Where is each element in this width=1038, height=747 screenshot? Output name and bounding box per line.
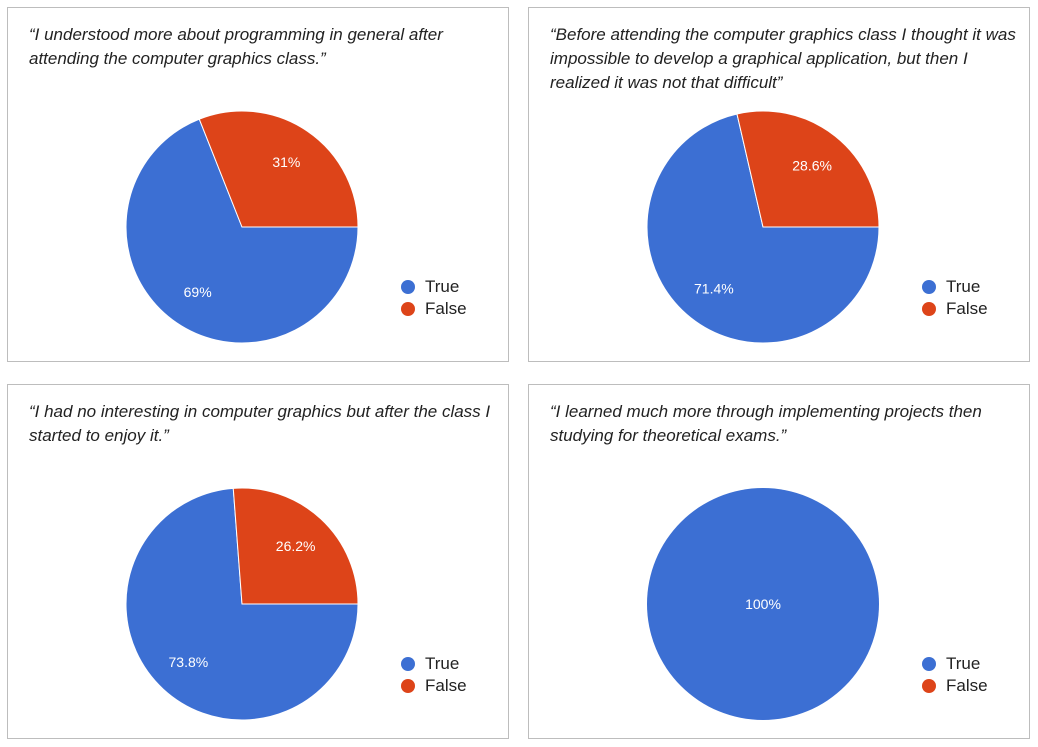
slice-label-true: 71.4% [694,281,734,297]
legend: True False [401,653,467,697]
legend-label: False [946,299,988,318]
chart-title: “Before attending the computer graphics … [550,25,1016,92]
slice-label-false: 26.2% [276,538,316,554]
legend-dot-icon [922,657,936,671]
pie-chart-panel: “I had no interesting in computer graphi… [7,384,509,739]
pie-svg: 73.8% 26.2% [125,487,359,721]
pie-svg: 100% [647,488,879,720]
chart-title: “I had no interesting in computer graphi… [29,402,491,445]
legend: True False [922,276,988,320]
pie-svg: 69% 31% [125,110,359,344]
legend-dot-icon [922,679,936,693]
pie-slice-true [646,113,880,344]
legend: True False [401,276,467,320]
legend-label: True [946,654,981,673]
legend: True False [922,653,988,697]
legend-item-false: False [401,675,467,697]
pie-svg: 71.4% 28.6% [646,110,880,344]
pie-slice-true [125,118,359,344]
legend-label: False [946,676,988,695]
pie-chart-panel: “Before attending the computer graphics … [528,7,1030,362]
slice-label-true: 100% [745,596,781,612]
slice-label-false: 31% [272,154,300,170]
pie-slice-true [647,488,879,720]
chart-title: “I learned much more through implementin… [550,402,982,445]
legend-dot-icon [922,280,936,294]
pie-chart-panel: “I understood more about programming in … [7,7,509,362]
legend-label: False [425,299,467,318]
legend-item-false: False [922,298,988,320]
legend-item-true: True [401,653,467,675]
slice-label-true: 73.8% [169,654,209,670]
chart-title: “I understood more about programming in … [29,25,443,68]
legend-dot-icon [922,302,936,316]
slice-label-false: 28.6% [792,157,832,173]
legend-dot-icon [401,280,415,294]
legend-label: False [425,676,467,695]
legend-dot-icon [401,679,415,693]
legend-dot-icon [401,302,415,316]
legend-item-false: False [922,675,988,697]
pie-slice-false [232,487,359,605]
legend-item-true: True [401,276,467,298]
legend-label: True [946,277,981,296]
legend-item-false: False [401,298,467,320]
legend-label: True [425,277,460,296]
pie-slice-false [736,110,880,228]
pie-slice-false [198,110,359,228]
legend-item-true: True [922,276,988,298]
legend-label: True [425,654,460,673]
pie-chart-panel: “I learned much more through implementin… [528,384,1030,739]
legend-dot-icon [401,657,415,671]
slice-label-true: 69% [184,284,212,300]
legend-item-true: True [922,653,988,675]
